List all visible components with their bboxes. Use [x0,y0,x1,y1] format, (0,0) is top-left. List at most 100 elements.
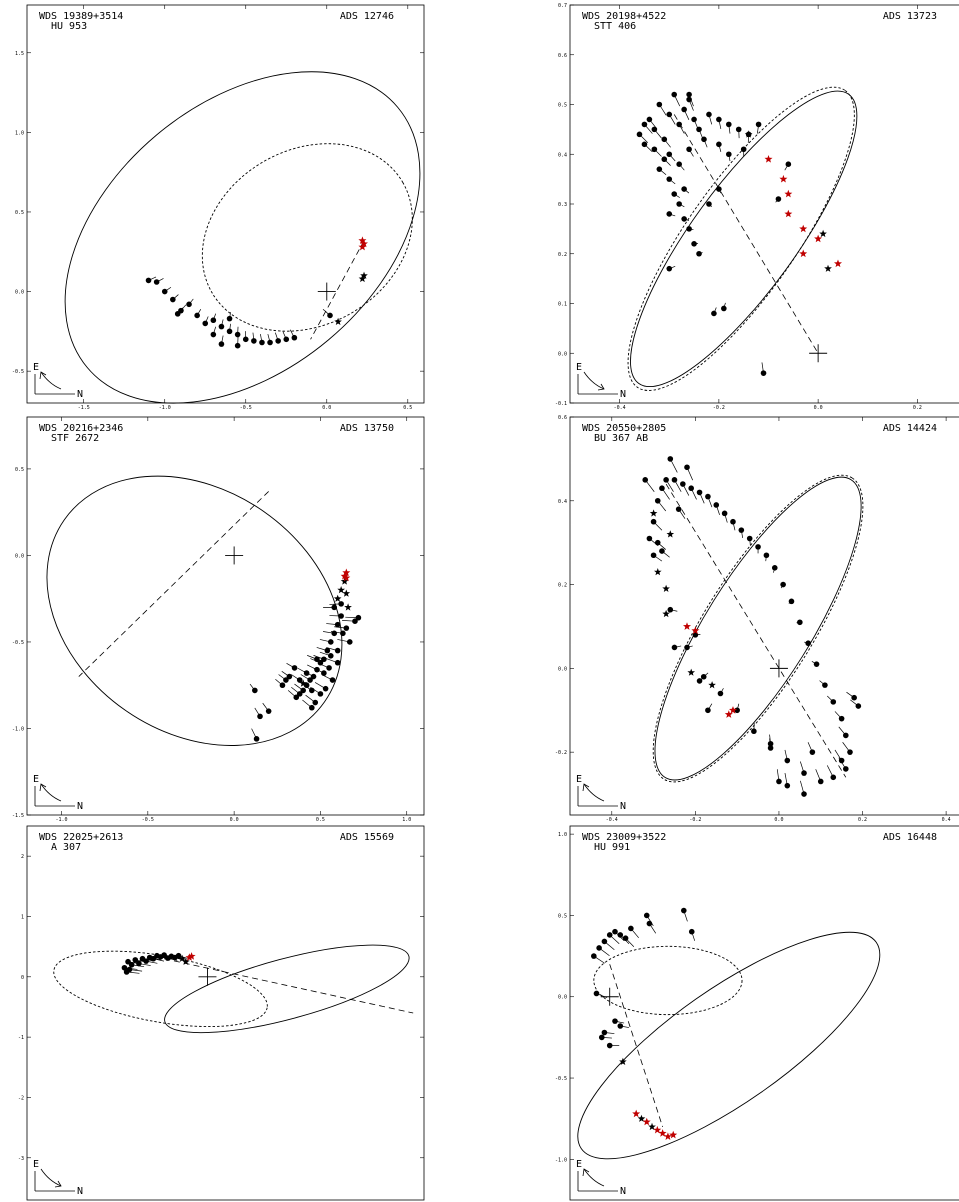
orbit-ellipse [46,475,343,746]
y-tick-label: 2 [21,854,24,860]
line-of-nodes [164,958,414,1014]
y-tick-label: -0.1 [555,401,567,407]
y-tick-label: -1.0 [12,726,24,732]
observation-point [686,146,692,153]
observation-point [696,250,702,257]
observation-point [317,659,324,666]
observation-point [692,632,699,638]
observation-point [296,677,303,683]
observation-point [186,301,192,308]
observation-point [145,277,152,284]
observation-point [617,1023,624,1029]
observation-point [681,216,687,222]
observation-point [830,699,837,705]
speckle-star [344,603,352,611]
observation-point [352,618,358,624]
recent-star [653,1125,662,1134]
rotation-arc [40,783,62,802]
orbit-ellipse [64,71,421,404]
recent-star [724,710,733,718]
observation-point [671,91,678,98]
recent-star [358,236,367,244]
recent-star [799,224,808,233]
discoverer-label: STT 406 [594,21,636,32]
observation-point [121,964,128,971]
observation-point [126,966,133,973]
observation-point [327,312,333,319]
y-tick-label: 0.0 [558,666,567,672]
observation-point [843,732,849,739]
observation-point [259,339,265,346]
observation-point [716,116,722,123]
orbit-panel-3: -1.0 -0.5 0.0 0.5 1.0 -1.5 -1.0 -0.5 0.0 0.5 WDS 2… [12,416,425,823]
east-label: E [33,362,39,373]
y-tick-label: -2 [18,1095,24,1101]
speckle-star [648,1122,656,1131]
orbit-panel-1: -1.5 -1.0 -0.5 0.0 0.5 -0.5 0.0 0.5 1.0 1.5 WDS 19… [12,4,425,411]
observation-point [780,581,786,588]
observation-point [646,535,653,542]
observation-point [755,121,762,128]
observation-point [784,757,791,764]
recent-star [799,249,808,258]
x-tick-label: 1.0 [402,817,411,823]
observation-point [696,489,703,496]
observation-point [711,310,717,317]
observation-point [691,116,697,123]
observation-point [675,506,682,512]
x-tick-label: -1.5 [78,405,90,411]
speckle-star [334,317,342,325]
observation-point [721,510,728,517]
y-tick-label: 0.6 [558,415,567,421]
orbit-ellipse [577,931,881,1160]
observation-point [612,1018,618,1024]
y-tick-label: 1.5 [15,51,24,57]
observation-point [161,288,168,295]
y-tick-label: 0.5 [558,913,567,919]
observation-point [210,317,217,324]
speckle-star [662,609,670,618]
x-tick-label: -0.2 [713,405,725,411]
x-tick-label: 0.4 [942,817,951,823]
speckle-star [654,568,662,576]
rotation-arc [583,1168,605,1187]
recent-star [632,1109,641,1118]
y-tick-label: -0.2 [555,750,567,756]
observation-point [202,320,209,327]
observation-point [641,121,648,128]
observation-point [671,644,678,651]
speckle-star [662,584,670,592]
ads-label: ADS 15569 [340,832,394,843]
observation-point [617,932,624,938]
line-of-nodes [673,114,819,354]
rotation-arrowhead [582,1168,590,1177]
x-tick-label: 0.5 [316,817,325,823]
x-tick-label: 0.0 [814,405,823,411]
x-tick-label: -0.5 [240,405,252,411]
observation-point [334,647,341,654]
observation-point [136,960,142,967]
observation-point [822,682,828,688]
observation-point [763,552,770,559]
speckle-star [337,586,345,594]
recent-star [340,572,349,580]
observation-point [612,928,618,935]
discoverer-label: BU 367 AB [594,433,648,444]
observation-point [738,527,745,533]
observation-point [279,682,286,689]
observation-point [801,770,807,776]
wds-label: WDS 20550+2805 [582,423,666,434]
observation-point [324,647,331,654]
observation-point [143,958,149,964]
plot-frame [26,416,425,816]
observation-point [735,126,742,133]
previous-orbit-ellipse [593,945,743,1016]
observation-point [253,736,260,742]
observation-point [843,766,849,772]
observation-point [721,305,727,312]
observation-point [296,691,303,697]
recent-star [669,1130,678,1139]
observation-point [234,342,241,349]
observation-point [684,644,690,651]
observation-point [817,778,824,785]
